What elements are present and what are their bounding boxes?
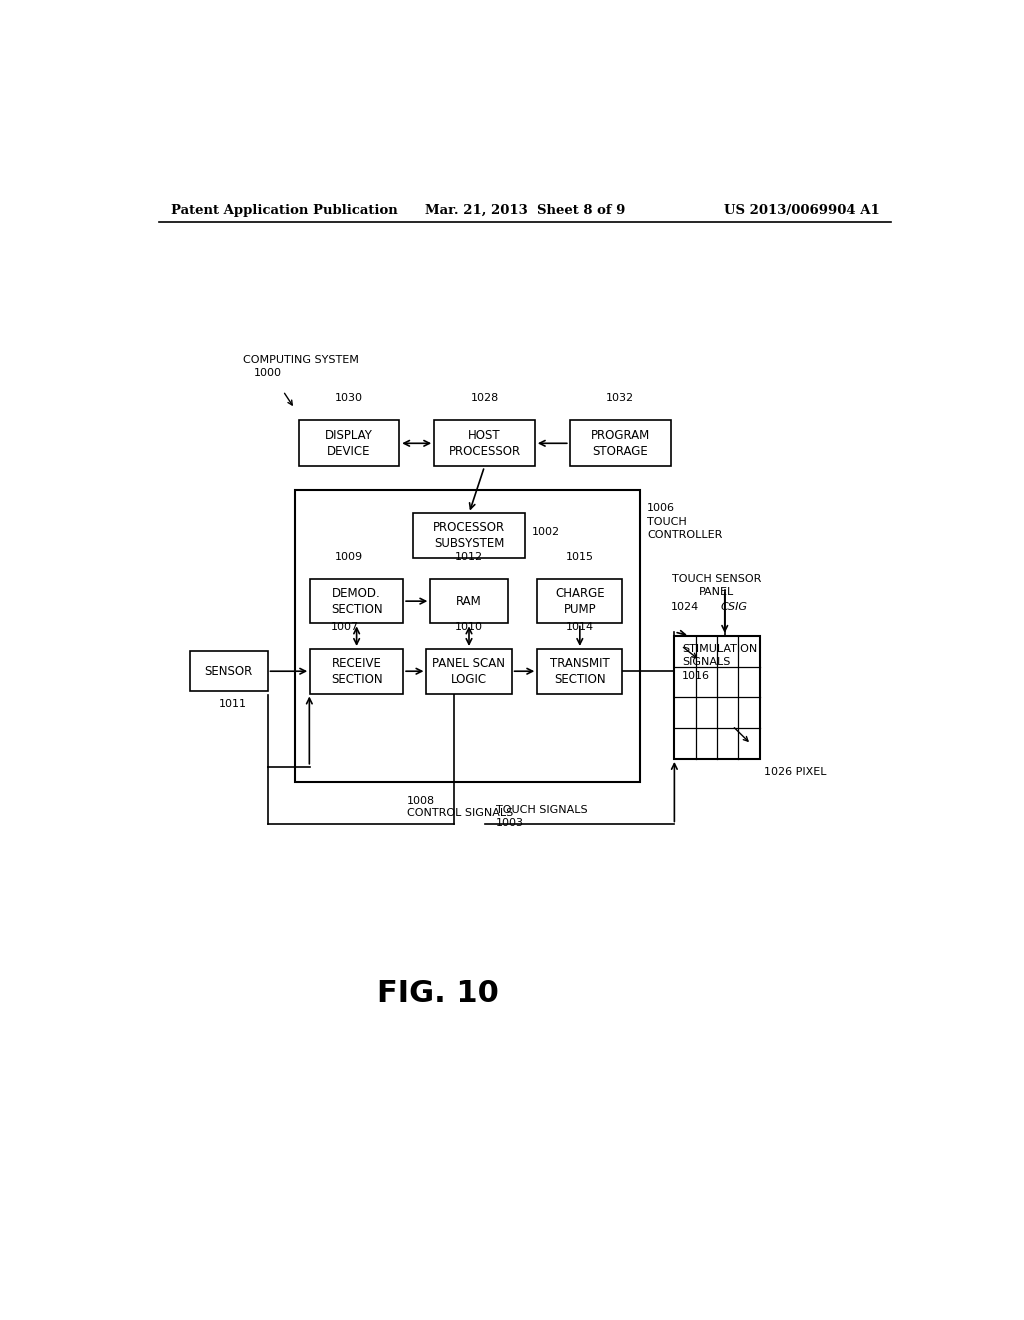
Bar <box>538 649 623 693</box>
Text: 1000: 1000 <box>254 368 282 378</box>
Text: CHARGE
PUMP: CHARGE PUMP <box>555 586 604 615</box>
Text: 1015: 1015 <box>566 552 594 562</box>
Bar <box>675 636 760 759</box>
Text: 1009: 1009 <box>335 552 362 562</box>
Bar <box>413 513 525 558</box>
Text: RAM: RAM <box>456 594 482 607</box>
Bar <box>430 578 508 623</box>
Text: DEMOD.
SECTION: DEMOD. SECTION <box>331 586 382 615</box>
Text: HOST
PROCESSOR: HOST PROCESSOR <box>449 429 520 458</box>
Bar <box>569 420 671 466</box>
Text: 1006
TOUCH
CONTROLLER: 1006 TOUCH CONTROLLER <box>647 503 723 540</box>
Text: DISPLAY
DEVICE: DISPLAY DEVICE <box>325 429 373 458</box>
Text: 1026 PIXEL: 1026 PIXEL <box>764 767 826 776</box>
Text: PANEL SCAN
LOGIC: PANEL SCAN LOGIC <box>432 657 506 685</box>
Text: TOUCH SIGNALS
1003: TOUCH SIGNALS 1003 <box>496 805 588 828</box>
Bar <box>426 649 512 693</box>
Bar <box>538 578 623 623</box>
Bar <box>434 420 535 466</box>
Text: PROCESSOR
SUBSYSTEM: PROCESSOR SUBSYSTEM <box>433 521 505 550</box>
Text: 1002: 1002 <box>531 527 559 537</box>
Text: 1007: 1007 <box>331 622 359 632</box>
Bar <box>190 651 267 692</box>
Text: COMPUTING SYSTEM: COMPUTING SYSTEM <box>243 355 358 364</box>
Text: 1014: 1014 <box>566 622 594 632</box>
Bar <box>310 649 403 693</box>
Text: US 2013/0069904 A1: US 2013/0069904 A1 <box>724 205 880 218</box>
Text: Patent Application Publication: Patent Application Publication <box>171 205 397 218</box>
Text: 1030: 1030 <box>335 393 362 404</box>
Text: RECEIVE
SECTION: RECEIVE SECTION <box>331 657 382 685</box>
Text: TRANSMIT
SECTION: TRANSMIT SECTION <box>550 657 609 685</box>
Text: 1012: 1012 <box>455 552 483 562</box>
Text: 1024: 1024 <box>671 602 698 611</box>
Text: SENSOR: SENSOR <box>205 665 253 677</box>
Bar <box>295 490 640 781</box>
Text: 1008
CONTROL SIGNALS: 1008 CONTROL SIGNALS <box>407 796 513 818</box>
Text: TOUCH SENSOR
PANEL: TOUCH SENSOR PANEL <box>673 574 762 597</box>
Text: Mar. 21, 2013  Sheet 8 of 9: Mar. 21, 2013 Sheet 8 of 9 <box>425 205 625 218</box>
Bar <box>310 578 403 623</box>
Text: 1032: 1032 <box>606 393 634 404</box>
Text: 1010: 1010 <box>455 622 483 632</box>
Text: PROGRAM
STORAGE: PROGRAM STORAGE <box>591 429 650 458</box>
Text: STIMULATION
SIGNALS
1016: STIMULATION SIGNALS 1016 <box>682 644 758 681</box>
Text: 1028: 1028 <box>470 393 499 404</box>
Text: FIG. 10: FIG. 10 <box>377 979 499 1008</box>
Text: 1011: 1011 <box>219 700 247 709</box>
Bar <box>299 420 399 466</box>
Text: CSIG: CSIG <box>721 602 748 611</box>
